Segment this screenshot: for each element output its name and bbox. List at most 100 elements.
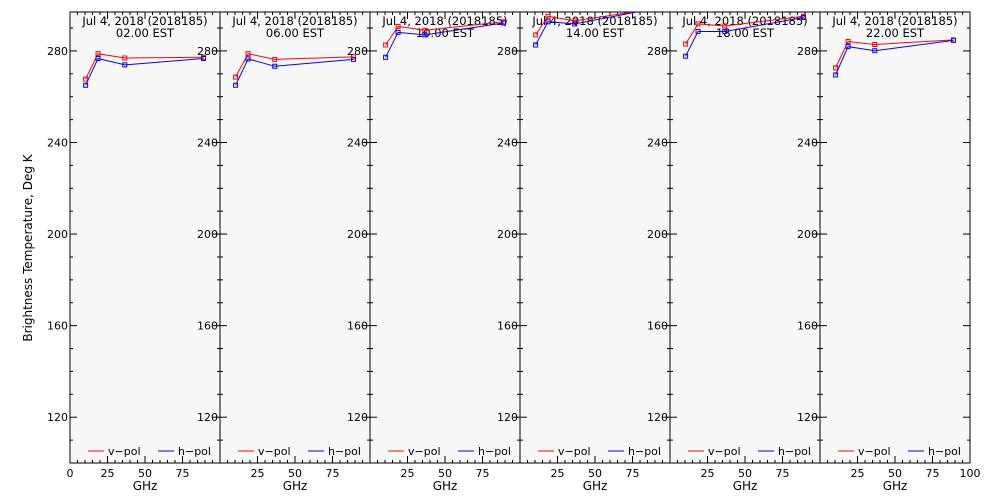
data-point: [872, 48, 878, 54]
legend-label-h-pol: h−pol: [478, 445, 511, 458]
data-point: [951, 37, 956, 43]
series-line: [85, 57, 204, 86]
plot-area: [369, 11, 521, 464]
panel-title: Jul 4, 2018 (2018185): [831, 14, 957, 28]
data-point: [83, 82, 89, 88]
series-line: [235, 58, 354, 86]
x-tick-label: 25: [101, 467, 115, 480]
x-tick-label: 75: [326, 467, 340, 480]
panel-title: Jul 4, 2018 (2018185): [681, 14, 807, 28]
data-point: [233, 74, 239, 80]
series-v-pol: [233, 51, 356, 80]
data-point: [383, 54, 389, 60]
data-point: [533, 42, 539, 48]
y-tick-label: 120: [197, 411, 218, 424]
panel-6: 25 50 75 100 GHz 120 160 200 240 280 Jul 4, 2018 (…: [797, 11, 981, 493]
series-h-pol: [683, 14, 806, 59]
plot-area: [69, 11, 221, 464]
legend-label-h-pol: h−pol: [778, 445, 811, 458]
plot-area: [519, 11, 671, 464]
y-tick-label: 240: [347, 136, 368, 149]
y-tick-label: 120: [47, 411, 68, 424]
panel-title: Jul 4, 2018 (2018185): [231, 14, 357, 28]
series-h-pol: [833, 37, 956, 78]
panel-subtitle: 22.00 EST: [866, 26, 925, 40]
y-tick-label: 120: [797, 411, 818, 424]
x-axis-label: GHz: [283, 479, 308, 493]
series-h-pol: [83, 55, 206, 88]
x-tick-label: 0: [67, 467, 74, 480]
data-point: [683, 41, 689, 47]
data-point: [83, 76, 89, 82]
y-tick-label: 240: [197, 136, 218, 149]
x-tick-label: 50: [138, 467, 152, 480]
series-line: [535, 12, 636, 36]
y-tick-label: 160: [797, 320, 818, 333]
data-point: [572, 21, 578, 27]
data-point: [95, 55, 101, 61]
data-point: [722, 28, 728, 34]
data-point: [122, 62, 128, 68]
series-line: [85, 53, 204, 80]
series-line: [385, 21, 504, 46]
panel-subtitle: 14.00 EST: [566, 26, 625, 40]
data-point: [683, 53, 689, 59]
series-line: [685, 15, 804, 45]
data-point: [395, 23, 401, 29]
data-point: [833, 72, 839, 78]
data-point: [545, 13, 551, 19]
series-v-pol: [533, 12, 636, 38]
y-tick-label: 120: [347, 411, 368, 424]
x-tick-label: 75: [476, 467, 490, 480]
series-line: [385, 22, 504, 58]
y-tick-label: 120: [647, 411, 668, 424]
y-tick-label: 280: [497, 45, 518, 58]
y-tick-label: 280: [347, 45, 368, 58]
y-tick-label: 200: [197, 228, 218, 241]
panel-subtitle: 06.00 EST: [266, 26, 325, 40]
x-tick-label: 25: [251, 467, 265, 480]
data-point: [245, 51, 251, 57]
x-tick-label: 75: [926, 467, 940, 480]
panel-title: Jul 4, 2018 (2018185): [531, 14, 657, 28]
x-tick-label: 25: [401, 467, 415, 480]
data-point: [95, 51, 101, 57]
x-tick-label: 100: [960, 467, 981, 480]
y-tick-label: 160: [647, 320, 668, 333]
data-point: [422, 27, 428, 33]
data-point: [272, 56, 278, 62]
data-point: [695, 21, 701, 27]
legend-label-v-pol: v−pol: [108, 445, 141, 458]
series-line: [235, 53, 354, 78]
legend-label-h-pol: h−pol: [928, 445, 961, 458]
plot-area: [669, 11, 821, 464]
data-point: [245, 56, 251, 62]
x-tick-label: 50: [888, 467, 902, 480]
y-tick-label: 160: [497, 320, 518, 333]
series-line: [535, 12, 640, 46]
plot-area: [819, 11, 971, 464]
y-tick-label: 280: [197, 45, 218, 58]
series-h-pol: [233, 56, 356, 88]
data-point: [233, 82, 239, 88]
y-tick-label: 200: [47, 228, 68, 241]
data-point: [351, 54, 356, 60]
legend-label-v-pol: v−pol: [858, 445, 891, 458]
y-tick-label: 240: [797, 136, 818, 149]
panel-title: Jul 4, 2018 (2018185): [81, 14, 207, 28]
data-point: [572, 18, 578, 24]
data-point: [872, 42, 878, 48]
data-point: [272, 63, 278, 69]
data-point: [722, 23, 728, 29]
series-line: [835, 39, 954, 76]
panel-subtitle: 18.00 EST: [716, 26, 775, 40]
data-point: [845, 44, 851, 50]
series-h-pol: [383, 20, 506, 60]
data-point: [801, 14, 806, 20]
data-point: [201, 55, 206, 61]
y-axis-label: Brightness Temperature, Deg K: [21, 153, 35, 341]
x-tick-label: 50: [738, 467, 752, 480]
legend-label-h-pol: h−pol: [328, 445, 361, 458]
data-point: [833, 65, 839, 71]
